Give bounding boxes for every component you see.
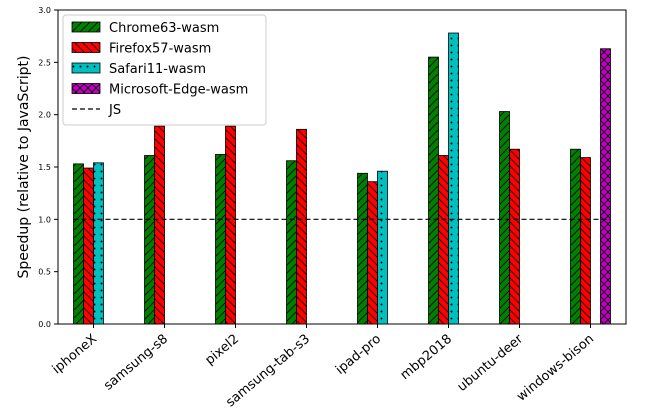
y-tick-label: 3.0	[38, 6, 51, 15]
bar-samsung-tab-s3-Chrome63-wasm	[286, 160, 297, 325]
x-tick-label: iphoneX	[50, 332, 100, 378]
legend-item-js: JS	[72, 103, 121, 118]
legend-label: Safari11-wasm	[109, 62, 206, 77]
bar-mbp2018-Firefox57-wasm	[438, 155, 449, 325]
legend-item-Microsoft-Edge-wasm: Microsoft-Edge-wasm	[71, 83, 248, 98]
y-tick-label: 2.5	[38, 58, 51, 67]
x-tick-label: mbp2018	[398, 332, 455, 384]
bar-samsung-s8-Firefox57-wasm	[154, 125, 165, 325]
x-tick-label: ubuntu-deer	[455, 331, 527, 395]
legend-label: Chrome63-wasm	[109, 21, 219, 36]
y-tick-label: 0.5	[38, 268, 51, 277]
y-tick-label: 2.0	[38, 111, 51, 120]
x-tick-label: windows-bison	[514, 332, 597, 405]
y-axis-ticks: 0.0 0.5 1.0 1.5 2.0 2.5 3.0	[38, 6, 58, 329]
bar-windows-bison-Firefox57-wasm	[580, 157, 591, 325]
y-tick-label: 0.0	[38, 320, 51, 329]
bar-ubuntu-deer-Firefox57-wasm	[509, 148, 520, 325]
bar-pixel2-Chrome63-wasm	[215, 154, 226, 325]
legend-box	[62, 14, 267, 126]
legend-item-Firefox57-wasm: Firefox57-wasm	[71, 42, 211, 57]
legend: Chrome63-wasm Firefox57-wasm Safari11-wasm…	[62, 14, 267, 126]
bar-mbp2018-Chrome63-wasm	[428, 56, 439, 325]
bar-iphoneX-Safari11-wasm	[93, 162, 104, 325]
x-tick-label: ipad-pro	[333, 332, 384, 378]
legend-label: Firefox57-wasm	[109, 42, 211, 57]
bar-samsung-s8-Chrome63-wasm	[144, 155, 155, 325]
bar-windows-bison-Chrome63-wasm	[570, 148, 581, 325]
bar-windows-bison-Microsoft-Edge-wasm	[600, 48, 611, 325]
bar-samsung-tab-s3-Firefox57-wasm	[296, 128, 307, 325]
y-tick-label: 1.5	[38, 163, 51, 172]
bar-pixel2-Firefox57-wasm	[225, 125, 236, 325]
bar-ipad-pro-Firefox57-wasm	[367, 181, 378, 325]
y-tick-label: 1.0	[38, 215, 51, 224]
bar-iphoneX-Firefox57-wasm	[83, 167, 94, 325]
bar-mbp2018-Safari11-wasm	[448, 32, 459, 325]
bar-group	[73, 32, 611, 325]
x-tick-label: pixel2	[203, 332, 243, 369]
legend-label: JS	[108, 103, 121, 118]
bar-ubuntu-deer-Chrome63-wasm	[499, 111, 510, 325]
bar-ipad-pro-Safari11-wasm	[377, 170, 388, 325]
bar-iphoneX-Chrome63-wasm	[73, 163, 84, 325]
legend-item-Safari11-wasm: Safari11-wasm	[71, 62, 206, 77]
legend-item-Chrome63-wasm: Chrome63-wasm	[71, 21, 219, 36]
legend-label: Microsoft-Edge-wasm	[109, 83, 248, 98]
y-axis-label: Speedup (relative to JavaScript)	[16, 56, 32, 279]
x-tick-label: samsung-s8	[101, 332, 171, 394]
bar-ipad-pro-Chrome63-wasm	[357, 172, 368, 325]
